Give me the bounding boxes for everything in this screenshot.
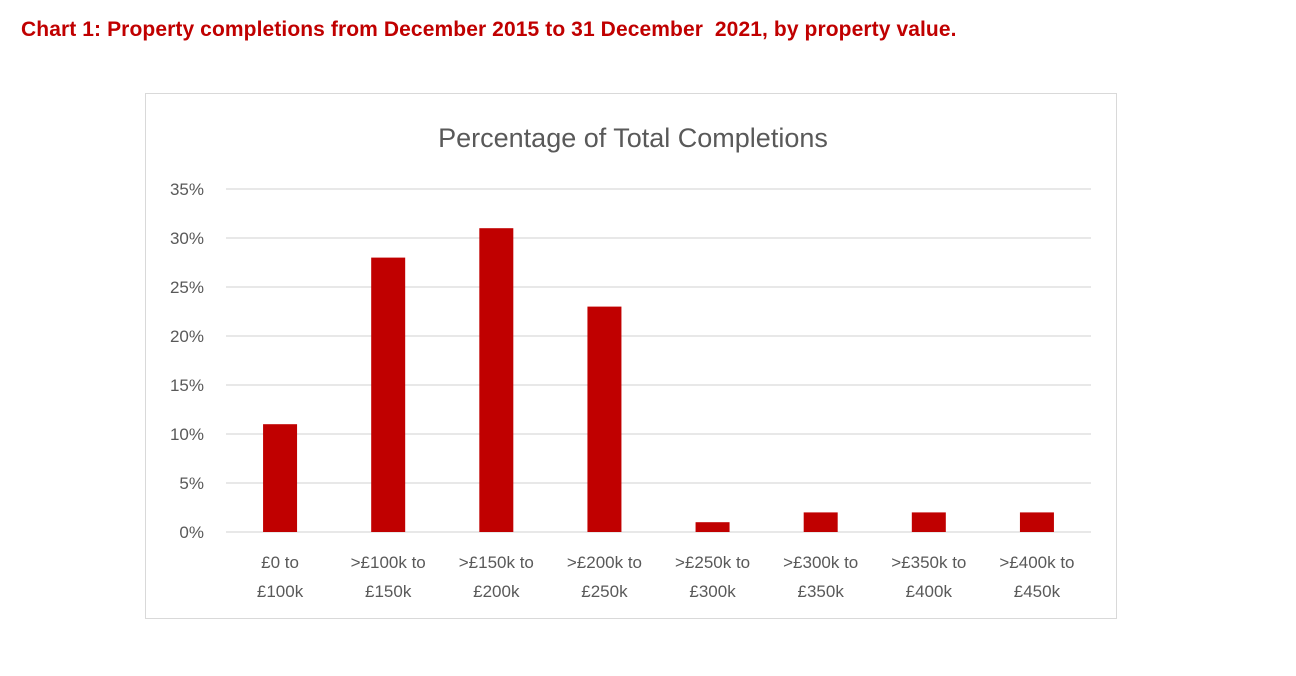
x-category-label: >£350k to £400k (891, 553, 966, 601)
bar (695, 522, 730, 532)
gridlines (226, 188, 1091, 533)
chart-title: Percentage of Total Completions (438, 123, 828, 153)
x-category-label: >£400k to £450k (999, 553, 1074, 601)
y-tick-label: 35% (170, 180, 204, 199)
y-tick-label: 25% (170, 278, 204, 297)
document-heading: Chart 1: Property completions from Decem… (21, 18, 957, 41)
bar (587, 306, 622, 532)
x-category-label: £0 to £100k (257, 553, 304, 601)
y-tick-label: 0% (179, 523, 204, 542)
bar-chart: Percentage of Total Completions 0% 5% 10% 1… (170, 123, 1091, 601)
x-category-label: >£100k to £150k (351, 553, 426, 601)
x-category-label: >£300k to £350k (783, 553, 858, 601)
bar (479, 228, 514, 532)
x-category-label: >£150k to £200k (459, 553, 534, 601)
bar (803, 512, 838, 532)
y-tick-label: 20% (170, 327, 204, 346)
chart-frame: Percentage of Total Completions 0% 5% 10% 1… (145, 93, 1117, 619)
y-tick-label: 5% (179, 474, 204, 493)
y-tick-label: 30% (170, 229, 204, 248)
bar (371, 257, 406, 532)
y-tick-label: 15% (170, 376, 204, 395)
bars (263, 228, 1054, 532)
x-category-label: >£250k to £300k (675, 553, 750, 601)
y-tick-label: 10% (170, 425, 204, 444)
bar (1019, 512, 1054, 532)
y-axis-tick-labels: 0% 5% 10% 15% 20% 25% 30% 35% (170, 180, 204, 542)
bar (911, 512, 946, 532)
bar (263, 424, 298, 532)
x-axis-category-labels: £0 to £100k >£100k to £150k >£150k to £200k >£… (257, 553, 1075, 601)
x-category-label: >£200k to £250k (567, 553, 642, 601)
